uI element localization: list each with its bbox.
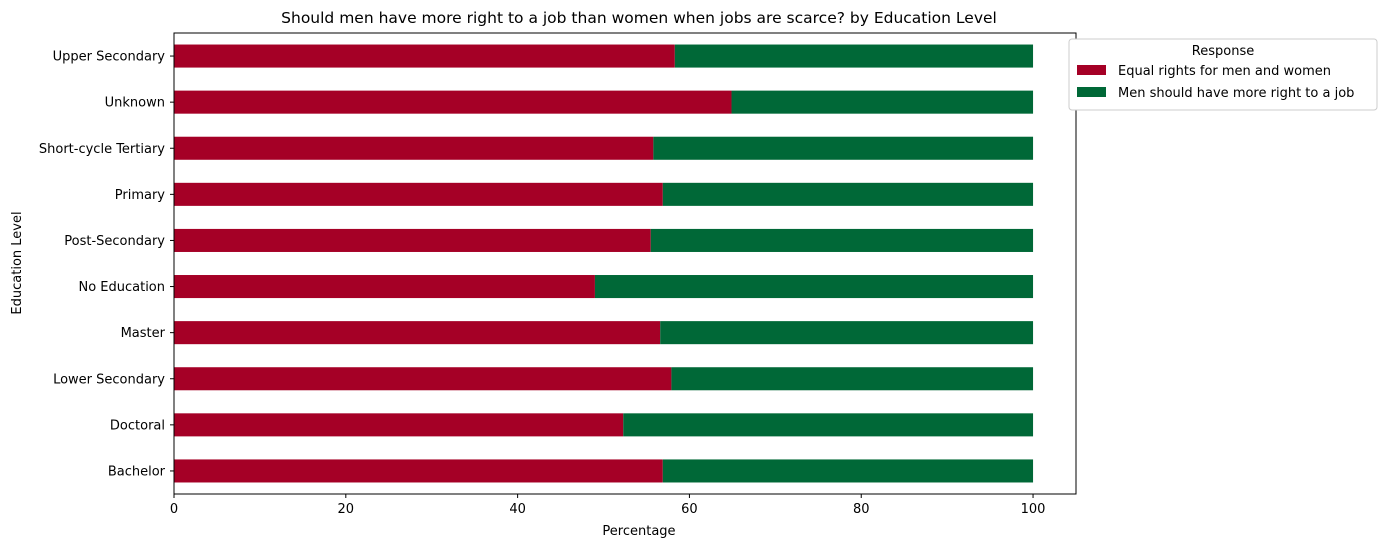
- y-tick-label-no-education: No Education: [78, 280, 165, 295]
- bars-layer: [174, 44, 1034, 483]
- bar-primary-series-0: [174, 182, 663, 206]
- y-tick-label-bachelor: Bachelor: [108, 464, 166, 479]
- bar-upper-secondary-series-0: [174, 44, 675, 68]
- x-tick-label-20: 20: [338, 502, 355, 517]
- bar-doctoral-series-1: [623, 413, 1034, 437]
- y-tick-label-upper-secondary: Upper Secondary: [53, 50, 166, 65]
- bar-lower-secondary-series-1: [671, 367, 1034, 391]
- y-tick-label-lower-secondary: Lower Secondary: [53, 372, 165, 387]
- x-tick-label-40: 40: [509, 502, 526, 517]
- bar-short-cycle-tertiary-series-1: [653, 136, 1034, 160]
- legend-swatch-men-more-right: [1077, 87, 1106, 97]
- bar-no-education-series-1: [594, 275, 1034, 299]
- x-tick-label-100: 100: [1021, 502, 1046, 517]
- plot-frame: [173, 32, 1077, 495]
- y-axis-title: Education Level: [10, 211, 25, 314]
- legend-swatch-equal-rights: [1077, 65, 1106, 75]
- bar-upper-secondary-series-1: [674, 44, 1034, 68]
- bar-no-education-series-0: [174, 275, 595, 299]
- legend-title: Response: [1192, 44, 1254, 59]
- x-tick-label-0: 0: [170, 502, 178, 517]
- bar-master-series-0: [174, 321, 661, 345]
- y-tick-label-post-secondary: Post-Secondary: [64, 234, 165, 249]
- legend-label-equal-rights: Equal rights for men and women: [1118, 64, 1331, 79]
- axes-layer: 0 20 40 60 80 100 Bachelor Doctoral Lower Second…: [39, 32, 1077, 517]
- x-tick-label-60: 60: [681, 502, 698, 517]
- bar-unknown-series-0: [174, 90, 732, 114]
- bar-master-series-1: [660, 321, 1034, 345]
- x-tick-label-80: 80: [853, 502, 870, 517]
- bar-short-cycle-tertiary-series-0: [174, 136, 654, 160]
- y-tick-label-short-cycle-tertiary: Short-cycle Tertiary: [39, 142, 165, 157]
- legend-frame: [1068, 38, 1378, 111]
- legend-label-men-more-right: Men should have more right to a job: [1118, 86, 1354, 101]
- bar-post-secondary-series-1: [650, 228, 1034, 252]
- y-tick-label-doctoral: Doctoral: [110, 418, 165, 433]
- bar-lower-secondary-series-0: [174, 367, 672, 391]
- bar-unknown-series-1: [731, 90, 1034, 114]
- y-tick-label-unknown: Unknown: [105, 96, 165, 111]
- bar-doctoral-series-0: [174, 413, 624, 437]
- y-tick-label-primary: Primary: [115, 188, 166, 203]
- bar-bachelor-series-0: [174, 459, 663, 483]
- bar-primary-series-1: [662, 182, 1034, 206]
- x-axis-title: Percentage: [602, 524, 675, 539]
- chart-title: Should men have more right to a job than…: [281, 9, 997, 27]
- bar-post-secondary-series-0: [174, 228, 651, 252]
- y-tick-label-master: Master: [121, 326, 166, 341]
- legend: Response Equal rights for men and women …: [1068, 38, 1378, 111]
- bar-bachelor-series-1: [662, 459, 1034, 483]
